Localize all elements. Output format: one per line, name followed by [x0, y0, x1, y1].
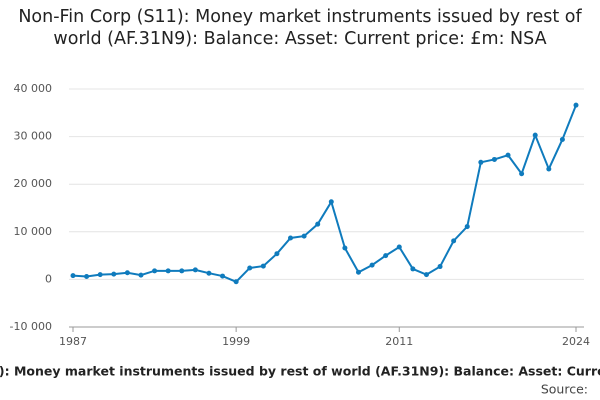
point — [260, 263, 266, 269]
point — [505, 152, 511, 158]
point — [247, 265, 253, 271]
point — [464, 224, 470, 230]
point — [546, 166, 552, 172]
point — [451, 238, 457, 244]
point — [355, 269, 361, 275]
point — [124, 270, 130, 276]
point — [233, 279, 239, 285]
point — [179, 268, 185, 274]
point — [97, 272, 103, 278]
y-tick-label: 30 000 — [14, 130, 53, 143]
y-tick-label: 40 000 — [14, 82, 53, 95]
point — [478, 159, 484, 165]
point — [369, 262, 375, 268]
point — [396, 244, 402, 250]
point — [84, 274, 90, 280]
y-tick-label: 10 000 — [14, 225, 53, 238]
point — [301, 233, 307, 239]
x-tick-label: 2024 — [562, 335, 590, 348]
point — [573, 102, 579, 108]
source: Source: — [541, 382, 588, 397]
point — [70, 273, 76, 279]
point — [519, 171, 525, 177]
x-axis-label: Non-Fin Corp (S11): Money market instrum… — [0, 364, 600, 379]
point — [410, 266, 416, 272]
y-tick-label: 0 — [45, 272, 52, 285]
point — [288, 235, 294, 241]
point — [491, 156, 497, 162]
point — [315, 221, 321, 227]
point — [220, 273, 226, 279]
point — [206, 270, 212, 276]
point — [111, 271, 117, 277]
point — [165, 268, 171, 274]
point — [342, 245, 348, 251]
point — [383, 253, 389, 259]
point — [138, 272, 144, 278]
point — [152, 268, 158, 274]
y-tick-label: -10 000 — [10, 320, 52, 333]
point — [437, 264, 443, 270]
y-tick-label: 20 000 — [14, 177, 53, 190]
point — [423, 272, 429, 278]
chart-title: Non-Fin Corp (S11): Money market instrum… — [18, 7, 582, 49]
line — [72, 104, 577, 283]
point — [328, 199, 334, 205]
x-tick-label: 1999 — [222, 335, 250, 348]
x-tick-label: 2011 — [385, 335, 413, 348]
point — [274, 251, 280, 257]
point — [192, 267, 198, 273]
x-tick-label: 1987 — [59, 335, 87, 348]
point — [532, 132, 538, 138]
point — [559, 136, 565, 142]
